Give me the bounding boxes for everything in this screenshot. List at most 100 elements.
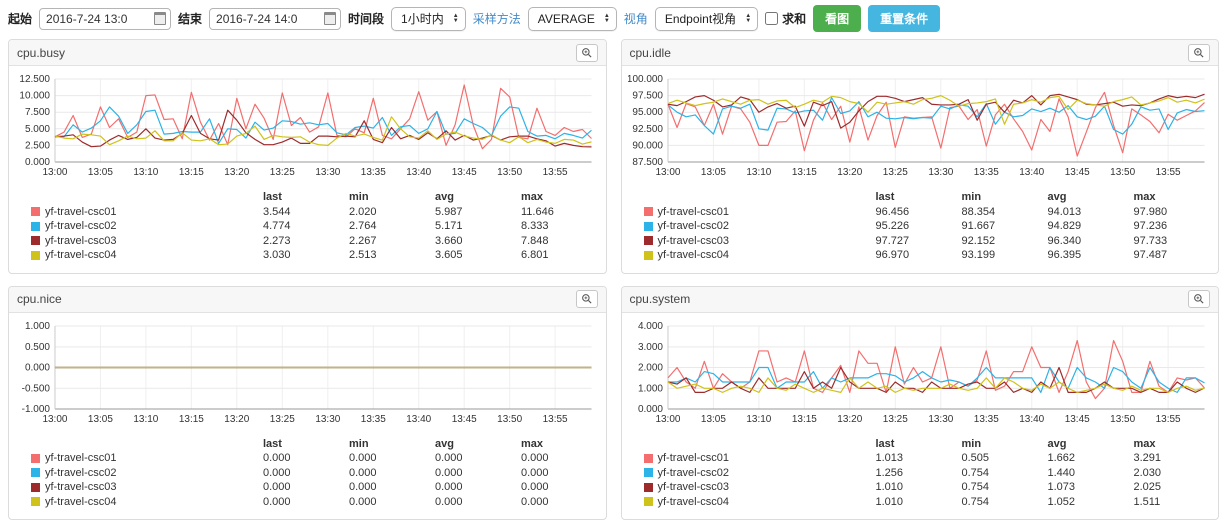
zoom-chart-button[interactable]: [1188, 290, 1210, 308]
legend-row: yf-travel-csc03 0.000 0.000 0.000 0.000: [31, 480, 600, 495]
chart-plot[interactable]: 13:00 13:05 13:10 13:15 13:20 13:25 13:30 13:35…: [628, 319, 1213, 431]
series-stat-value: 11.646: [521, 205, 554, 218]
zoom-chart-button[interactable]: [575, 43, 598, 62]
chart-panel-header: cpu.nice: [9, 286, 606, 313]
svg-text:1.000: 1.000: [637, 383, 662, 394]
legend-header: min: [961, 437, 982, 450]
legend-row: yf-travel-csc01 3.544 2.020 5.987 11.646: [31, 205, 600, 220]
chart-title: cpu.busy: [17, 45, 66, 60]
series-stat-value: 97.733: [1133, 234, 1168, 247]
sampling-method-select[interactable]: AVERAGE ▲ ▼: [527, 6, 617, 31]
series-color-swatch: [643, 468, 653, 478]
series-line: [667, 339, 1205, 399]
svg-text:87.500: 87.500: [632, 157, 663, 168]
svg-text:13:30: 13:30: [315, 167, 340, 178]
chart-plot[interactable]: 13:00 13:05 13:10 13:15 13:20 13:25 13:30 13:35…: [15, 72, 600, 184]
legend-header: last: [263, 191, 282, 203]
calendar-icon[interactable]: [324, 11, 337, 25]
legend-row: yf-travel-csc01 1.013 0.505 1.662 3.291: [643, 451, 1213, 466]
view-select[interactable]: Endpoint视角 ▲ ▼: [654, 6, 759, 31]
draw-chart-button[interactable]: 看图: [813, 5, 862, 32]
view-select-value: Endpoint视角: [664, 12, 737, 26]
end-time-input[interactable]: [209, 7, 342, 30]
chart-panel-body: 13:00 13:05 13:10 13:15 13:20 13:25 13:30 13:35…: [622, 66, 1219, 273]
chart-plot[interactable]: 13:00 13:05 13:10 13:15 13:20 13:25 13:30 13:35…: [15, 319, 600, 431]
svg-text:13:30: 13:30: [928, 413, 953, 424]
series-line: [54, 116, 592, 146]
calendar-icon[interactable]: [154, 11, 167, 25]
svg-text:13:50: 13:50: [1110, 413, 1135, 424]
chart-panel-body: 13:00 13:05 13:10 13:15 13:20 13:25 13:30 13:35…: [9, 313, 606, 520]
series-stat-value: 0.754: [961, 495, 990, 508]
svg-text:0.000: 0.000: [637, 403, 662, 414]
start-time-input[interactable]: [39, 7, 172, 30]
series-stat-value: 7.848: [521, 234, 549, 247]
series-color-swatch: [643, 453, 653, 463]
legend-header: last: [263, 437, 282, 450]
series-color-swatch: [31, 250, 40, 260]
series-color-swatch: [643, 497, 653, 507]
series-color-swatch: [31, 482, 40, 492]
series-stat-value: 0.000: [435, 495, 463, 508]
magnifier-plus-icon: [581, 47, 592, 58]
legend-row: yf-travel-csc01 0.000 0.000 0.000 0.000: [31, 451, 600, 466]
period-select[interactable]: 1小时内 ▲ ▼: [391, 6, 466, 31]
svg-text:95.000: 95.000: [632, 107, 663, 118]
legend-row: yf-travel-csc03 2.273 2.267 3.660 7.848: [31, 234, 600, 249]
magnifier-plus-icon: [1194, 294, 1204, 304]
series-line: [54, 109, 592, 148]
chart-plot[interactable]: 13:00 13:05 13:10 13:15 13:20 13:25 13:30 13:35…: [628, 72, 1213, 184]
svg-text:3.000: 3.000: [637, 341, 662, 352]
chart-panel-cpu-nice: cpu.nice 13:00 13:05 13:10 13:15 13:20 13:25 1…: [8, 285, 607, 520]
series-name: yf-travel-csc01: [643, 451, 876, 466]
series-stat-value: 97.980: [1133, 205, 1168, 218]
series-stat-value: 0.000: [521, 495, 549, 508]
zoom-chart-button[interactable]: [575, 290, 598, 308]
start-time-picker: [39, 7, 172, 30]
series-name: yf-travel-csc02: [31, 466, 263, 481]
legend-header: avg: [435, 437, 454, 450]
series-stat-value: 2.020: [349, 205, 377, 218]
svg-text:13:10: 13:10: [133, 167, 158, 178]
select-arrows-icon: ▲ ▼: [452, 13, 459, 24]
end-time-label: 结束: [178, 12, 203, 26]
legend-header: max: [1133, 191, 1156, 203]
series-stat-value: 92.152: [961, 234, 996, 247]
series-name: yf-travel-csc03: [643, 480, 876, 495]
series-color-swatch: [31, 221, 40, 231]
svg-text:13:55: 13:55: [543, 413, 568, 424]
series-stat-value: 6.801: [521, 249, 549, 261]
svg-text:2.000: 2.000: [637, 362, 662, 373]
series-stat-value: 0.000: [263, 495, 291, 508]
svg-text:13:20: 13:20: [837, 167, 862, 178]
legend-header: last: [875, 437, 895, 450]
series-name: yf-travel-csc02: [31, 219, 263, 234]
legend-header: max: [521, 437, 544, 450]
legend-row: yf-travel-csc02 95.226 91.667 94.829 97.236: [643, 219, 1213, 234]
svg-text:90.000: 90.000: [632, 140, 663, 151]
svg-text:13:25: 13:25: [270, 167, 295, 178]
series-stat-value: 88.354: [961, 205, 996, 218]
start-time-label: 起始: [8, 12, 33, 26]
series-stat-value: 2.764: [349, 220, 377, 232]
svg-text:13:20: 13:20: [224, 167, 249, 178]
series-stat-value: 1.662: [1047, 452, 1076, 464]
legend-row: yf-travel-csc02 4.774 2.764 5.171 8.333: [31, 219, 600, 234]
series-stat-value: 96.395: [1047, 249, 1082, 261]
series-stat-value: 0.000: [349, 495, 377, 508]
series-name: yf-travel-csc03: [643, 234, 876, 249]
chart-panel-cpu-idle: cpu.idle 13:00 13:05 13:10 13:15 13:20 13:25 1…: [620, 39, 1219, 274]
svg-text:13:05: 13:05: [700, 167, 725, 178]
series-stat-value: 8.333: [521, 220, 549, 232]
svg-text:13:00: 13:00: [655, 167, 680, 178]
sum-checkbox[interactable]: [765, 12, 779, 25]
reset-conditions-button[interactable]: 重置条件: [868, 5, 941, 32]
series-stat-value: 0.000: [521, 466, 549, 479]
svg-text:13:45: 13:45: [1064, 167, 1089, 178]
svg-text:10.000: 10.000: [19, 91, 50, 102]
svg-text:1.000: 1.000: [25, 321, 50, 332]
zoom-chart-button[interactable]: [1188, 43, 1210, 62]
series-stat-value: 2.273: [263, 234, 291, 247]
series-stat-value: 0.000: [263, 466, 291, 479]
svg-text:13:35: 13:35: [973, 413, 998, 424]
